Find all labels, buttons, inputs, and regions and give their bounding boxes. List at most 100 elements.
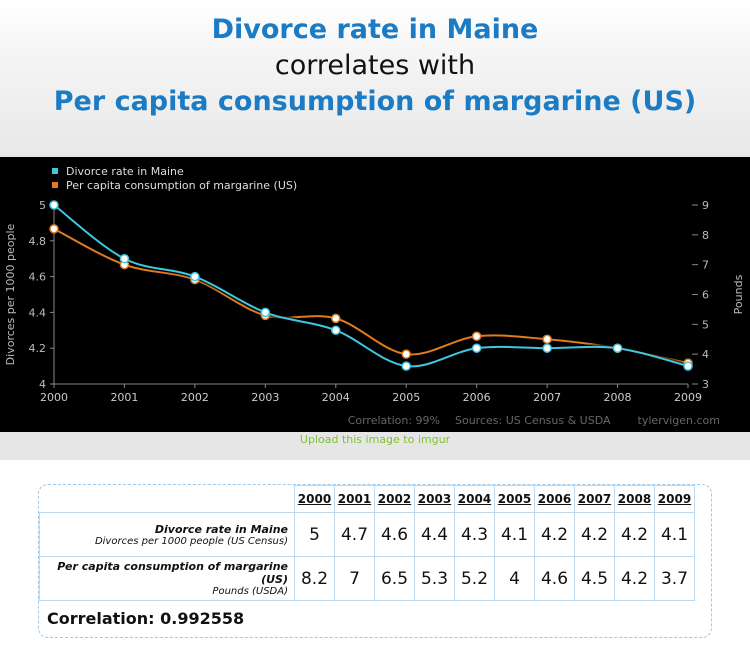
table-cell: 5: [294, 512, 335, 557]
margarine-data-point: [49, 224, 59, 234]
divorce-data-point: [49, 200, 59, 210]
divorce-data-point: [401, 361, 411, 371]
legend-label: Divorce rate in Maine: [66, 165, 184, 178]
upload-link[interactable]: Upload this image to imgur: [299, 433, 451, 446]
year-header: 2004: [454, 485, 495, 513]
table-cell: 4.4: [414, 512, 455, 557]
year-header: 2006: [534, 485, 575, 513]
table-cell: 4.1: [494, 512, 535, 557]
left-tick-label: 4.2: [29, 342, 47, 355]
right-tick-label: 9: [702, 199, 709, 212]
divorce-data-point: [119, 253, 130, 264]
table-row: Per capita consumption of margarine (US)…: [39, 556, 695, 601]
table-cell: 4.2: [614, 556, 655, 601]
divorce-data-point: [542, 343, 552, 353]
table-cell: 4: [494, 556, 535, 601]
x-tick-label: 2000: [40, 391, 68, 404]
table-cell: 3.7: [654, 556, 695, 601]
right-tick-label: 6: [702, 289, 709, 302]
divorce-series-line: [53, 204, 689, 368]
table-cell: 8.2: [294, 556, 335, 601]
table-cell: 4.1: [654, 512, 695, 557]
row-label-cell: Per capita consumption of margarine (US)…: [39, 556, 295, 601]
footer-site: tylervigen.com: [638, 414, 720, 427]
year-header: 2009: [654, 485, 695, 513]
left-tick-label: 5: [39, 199, 46, 212]
right-tick-label: 7: [702, 259, 709, 272]
year-header: 2000: [294, 485, 335, 513]
footer-sources: Sources: US Census & USDA: [455, 414, 611, 427]
row-sublabel: Divorces per 1000 people (US Census): [94, 535, 288, 547]
correlation-value: Correlation: 0.992558: [47, 609, 245, 628]
divorce-data-point: [471, 343, 482, 353]
x-tick-label: 2001: [110, 391, 138, 404]
chart-panel: 4 4.2 4.4 4.6 4.8 5 3 4 5 6 7 8 9 2000 2001 2002 2003 200…: [0, 157, 750, 432]
table-cell: 4.2: [614, 512, 655, 557]
x-tick-label: 2009: [674, 391, 702, 404]
right-tick-label: 5: [702, 318, 709, 331]
margarine-data-point: [401, 349, 411, 359]
left-tick-label: 4.6: [29, 271, 47, 284]
divorce-data-point: [683, 361, 693, 371]
left-tick-label: 4: [39, 378, 46, 391]
x-tick-label: 2004: [322, 391, 350, 404]
title-block: Divorce rate in Maine correlates with Pe…: [0, 12, 750, 120]
right-tick-label: 4: [702, 348, 709, 361]
table-cell: 4.6: [374, 512, 415, 557]
table-cell: 4.7: [334, 512, 375, 557]
legend-label: Per capita consumption of margarine (US): [66, 179, 297, 192]
row-label: Divorce rate in Maine: [154, 522, 288, 536]
x-tick-label: 2007: [533, 391, 561, 404]
table-cell: 4.2: [574, 512, 615, 557]
x-tick-label: 2008: [604, 391, 632, 404]
y-axis-left-title: Divorces per 1000 people: [4, 223, 17, 365]
x-tick-label: 2006: [463, 391, 491, 404]
divorce-data-point: [190, 271, 200, 282]
year-header: 2001: [334, 485, 375, 513]
table-cell: 5.3: [414, 556, 455, 601]
y-axis-right-title: Pounds: [732, 274, 745, 314]
x-tick-label: 2003: [251, 391, 279, 404]
divorce-data-point: [612, 343, 623, 353]
legend-swatch: [52, 182, 58, 188]
left-tick-label: 4.8: [29, 235, 47, 248]
divorce-data-point: [260, 307, 271, 318]
title-series-two: Per capita consumption of margarine (US): [53, 86, 697, 117]
margarine-data-point: [331, 313, 341, 324]
year-header: 2008: [614, 485, 655, 513]
row-label: Per capita consumption of margarine (US): [57, 560, 288, 586]
row-sublabel: Pounds (USDA): [212, 586, 288, 597]
table-row: Divorce rate in Maine Divorces per 1000 …: [39, 512, 695, 557]
table-cell: 5.2: [454, 556, 495, 601]
title-connector: correlates with: [274, 50, 476, 81]
line-chart: 4 4.2 4.4 4.6 4.8 5 3 4 5 6 7 8 9 2000 2001 2002 2003 200…: [4, 165, 745, 427]
year-header: 2003: [414, 485, 455, 513]
right-tick-label: 3: [702, 378, 709, 391]
legend-swatch: [52, 168, 58, 174]
left-tick-label: 4.4: [29, 306, 47, 319]
x-tick-label: 2002: [181, 391, 209, 404]
table-header-row: 2000 2001 2002 2003 2004 2005 2006 2007 2008 2009: [39, 485, 695, 513]
margarine-series-line: [53, 227, 689, 365]
year-header: 2002: [374, 485, 415, 513]
table-cell: 4.3: [454, 512, 495, 557]
table-corner: [39, 485, 295, 513]
right-tick-label: 8: [702, 229, 709, 242]
year-header: 2005: [494, 485, 535, 513]
table-cell: 4.5: [574, 556, 615, 601]
table-cell: 4.2: [534, 512, 575, 557]
x-tick-label: 2005: [392, 391, 420, 404]
divorce-data-point: [331, 325, 341, 336]
margarine-data-point: [542, 334, 552, 344]
footer-correlation: Correlation: 99%: [348, 414, 440, 427]
table-cell: 7: [334, 556, 375, 601]
table-cell: 4.6: [534, 556, 575, 601]
table-cell: 6.5: [374, 556, 415, 601]
title-series-one: Divorce rate in Maine: [211, 14, 539, 45]
data-table-box: 2000 2001 2002 2003 2004 2005 2006 2007 2008 2009…: [38, 484, 712, 638]
year-header: 2007: [574, 485, 615, 513]
margarine-data-point: [471, 331, 482, 342]
data-table: 2000 2001 2002 2003 2004 2005 2006 2007 2008 2009…: [39, 485, 695, 601]
series-line-shadow: [52, 226, 689, 366]
row-label-cell: Divorce rate in Maine Divorces per 1000 …: [39, 512, 295, 557]
